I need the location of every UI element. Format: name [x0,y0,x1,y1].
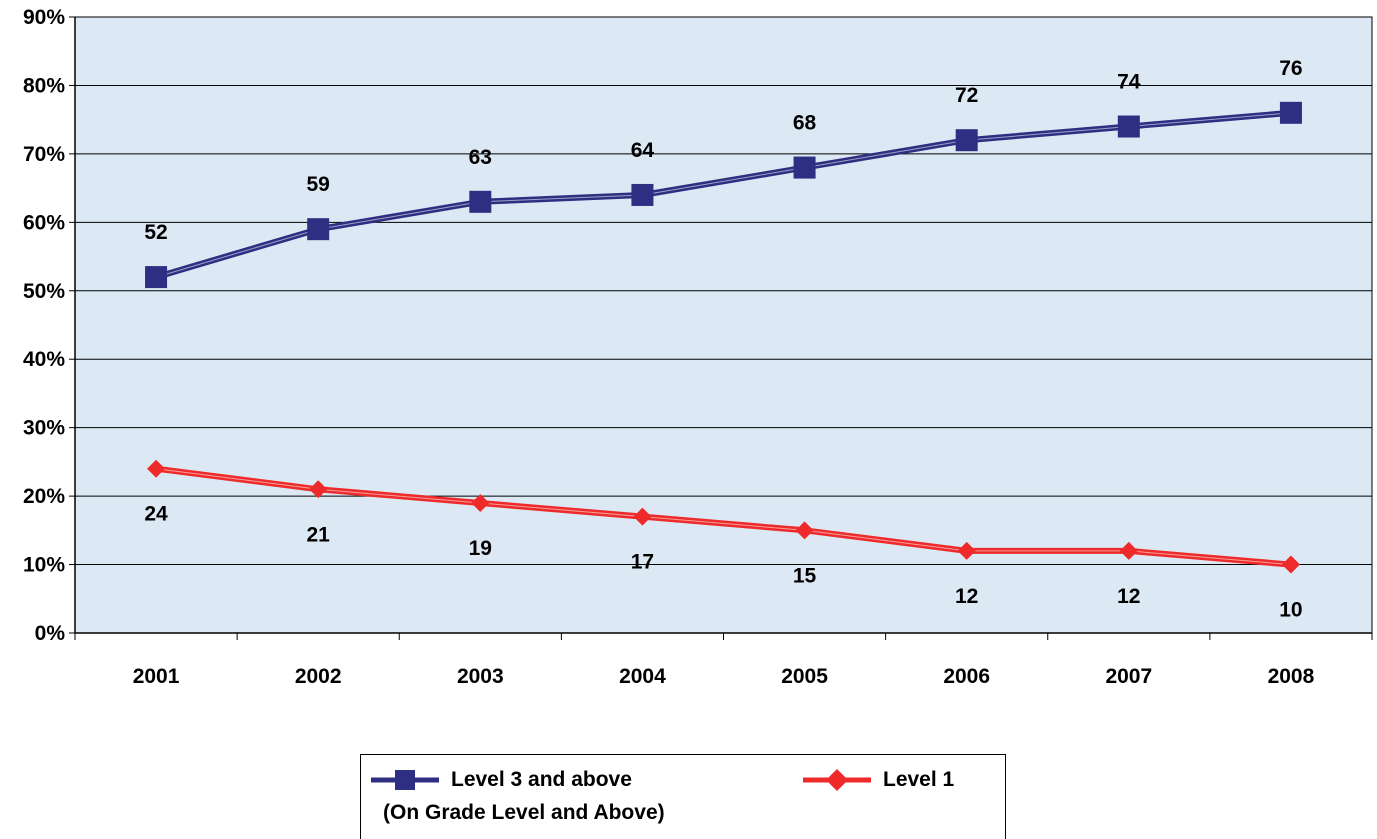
data-label: 24 [144,503,168,526]
data-labels: 52 59 63 64 68 72 74 76 24 21 19 17 15 12 12 10 [144,57,1302,622]
data-point-marker [469,190,492,213]
y-tick-label: 10% [23,554,65,577]
y-tick-label: 30% [23,417,65,440]
x-tick-label: 2007 [1105,665,1152,688]
x-tick-label: 2006 [943,665,990,688]
data-point-marker [307,218,330,241]
data-point-marker [1117,115,1140,138]
y-tick-label: 80% [23,74,65,97]
data-label: 68 [793,112,817,135]
legend-square-marker-icon [371,770,439,790]
data-label: 12 [955,585,978,608]
data-label: 17 [631,551,654,574]
data-point-marker [1119,541,1138,560]
y-tick-label: 50% [23,280,65,303]
y-tick-label: 70% [23,143,65,166]
series-line-highlight [155,112,1291,278]
data-label: 12 [1117,585,1140,608]
x-tick-label: 2001 [133,665,180,688]
legend-subtitle-level-3: (On Grade Level and Above) [383,801,665,824]
gridlines [75,84,1372,566]
x-tick-label: 2002 [295,665,342,688]
series-line-highlight [156,468,1291,566]
axes: 0% 10% 20% 30% 40% 50% 60% 70% 80% 90% 2001 2002 200… [23,6,1373,688]
data-label: 72 [955,84,978,107]
x-tick-label: 2005 [781,665,828,688]
data-point-marker [1279,101,1302,124]
data-point-marker [147,459,166,478]
y-tick-label: 60% [23,211,65,234]
legend: Level 3 and above (On Grade Level and Ab… [360,754,1006,839]
data-label: 15 [793,564,817,587]
data-label: 64 [631,139,655,162]
legend-label-level-3: Level 3 and above [451,768,632,791]
data-point-marker [309,480,328,499]
y-tick-label: 0% [35,622,66,645]
data-point-marker [1281,555,1300,574]
data-label: 76 [1279,57,1302,80]
data-point-marker [631,183,654,206]
data-label: 52 [144,221,167,244]
legend-item-level-1: Level 1 [801,765,954,795]
x-tick-label: 2004 [619,665,666,688]
y-tick-label: 90% [23,6,65,29]
y-tick-label: 40% [23,348,65,371]
legend-label-level-1: Level 1 [883,768,955,791]
x-tick-label: 2008 [1268,665,1315,688]
data-point-marker [955,129,978,152]
data-point-marker [471,493,490,512]
data-point-marker [633,507,652,526]
data-label: 63 [469,146,492,169]
plot-area [74,16,1373,634]
data-point-marker [793,156,816,179]
data-label: 74 [1117,71,1141,94]
data-label: 59 [307,173,330,196]
series-layer [145,101,1302,574]
data-label: 10 [1279,599,1302,622]
legend-diamond-marker-icon [803,769,871,791]
data-point-marker [957,541,976,560]
y-tick-label: 20% [23,485,65,508]
legend-item-level-3: Level 3 and above [369,765,632,795]
data-label: 19 [469,537,492,560]
x-tick-label: 2003 [457,665,504,688]
data-point-marker [795,521,814,540]
data-label: 21 [307,523,331,546]
data-point-marker [145,266,168,289]
